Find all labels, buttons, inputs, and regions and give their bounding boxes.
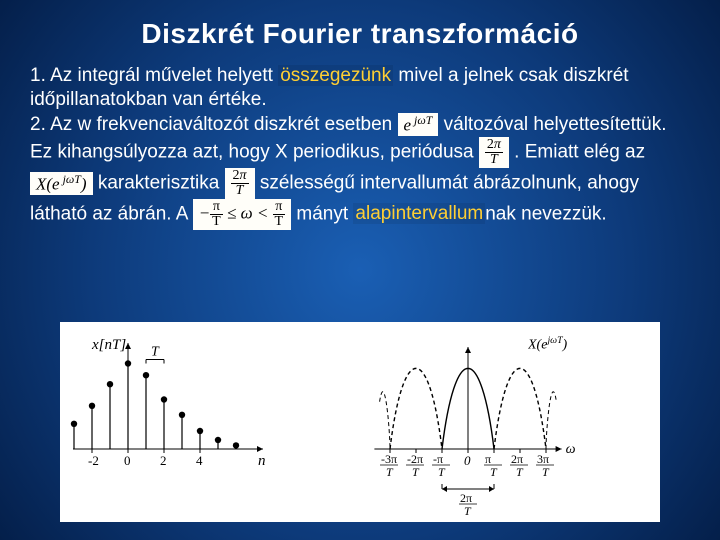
slide-title: Diszkrét Fourier transzformáció bbox=[30, 18, 690, 50]
svg-text:ω: ω bbox=[566, 442, 576, 457]
svg-text:T: T bbox=[490, 465, 498, 479]
math-range: −πT ≤ ω < πT bbox=[193, 199, 291, 230]
p2f: mányt bbox=[296, 203, 353, 224]
svg-text:T: T bbox=[464, 504, 472, 518]
svg-text:-2π: -2π bbox=[407, 452, 423, 466]
figure-panel: x[nT]T-2024nX(ejωT)-3πT-2πT-πT0πT2πT3πTω… bbox=[60, 322, 660, 522]
p1a: 1. Az integrál művelet helyett bbox=[30, 65, 278, 86]
svg-text:-3π: -3π bbox=[381, 452, 397, 466]
svg-text:T: T bbox=[516, 465, 524, 479]
math-ejwt: e jωT bbox=[398, 113, 439, 136]
svg-text:2π: 2π bbox=[511, 452, 523, 466]
svg-text:T: T bbox=[412, 465, 420, 479]
svg-text:T: T bbox=[386, 465, 394, 479]
svg-text:T: T bbox=[542, 465, 550, 479]
svg-text:0: 0 bbox=[124, 453, 131, 468]
p2a: 2. Az w frekvenciaváltozót diszkrét eset… bbox=[30, 114, 398, 135]
svg-text:2: 2 bbox=[160, 453, 167, 468]
p2h: nak nevezzük. bbox=[485, 203, 606, 224]
svg-text:3π: 3π bbox=[537, 452, 549, 466]
svg-text:-2: -2 bbox=[88, 453, 99, 468]
svg-text:π: π bbox=[485, 452, 491, 466]
p2d: karakterisztika bbox=[98, 172, 225, 193]
figure-svg: x[nT]T-2024nX(ejωT)-3πT-2πT-πT0πT2πT3πTω… bbox=[68, 328, 652, 518]
p2-highlight: alapintervallum bbox=[353, 203, 485, 224]
svg-text:0: 0 bbox=[464, 453, 471, 468]
math-period: 2πT bbox=[479, 137, 509, 168]
p2c: . Emiatt elég az bbox=[514, 141, 645, 162]
svg-text:x[nT]: x[nT] bbox=[91, 337, 126, 353]
math-width: 2πT bbox=[225, 168, 255, 199]
svg-text:n: n bbox=[258, 453, 266, 469]
svg-text:4: 4 bbox=[196, 453, 203, 468]
p1-highlight: összegezünk bbox=[278, 65, 393, 86]
svg-text:T: T bbox=[151, 345, 160, 360]
body-text: 1. Az integrál művelet helyett összegezü… bbox=[30, 64, 690, 230]
svg-text:-π: -π bbox=[433, 452, 443, 466]
math-XejwT: X(e jωT) bbox=[30, 172, 93, 195]
svg-text:2π: 2π bbox=[460, 491, 472, 505]
svg-text:T: T bbox=[438, 465, 446, 479]
